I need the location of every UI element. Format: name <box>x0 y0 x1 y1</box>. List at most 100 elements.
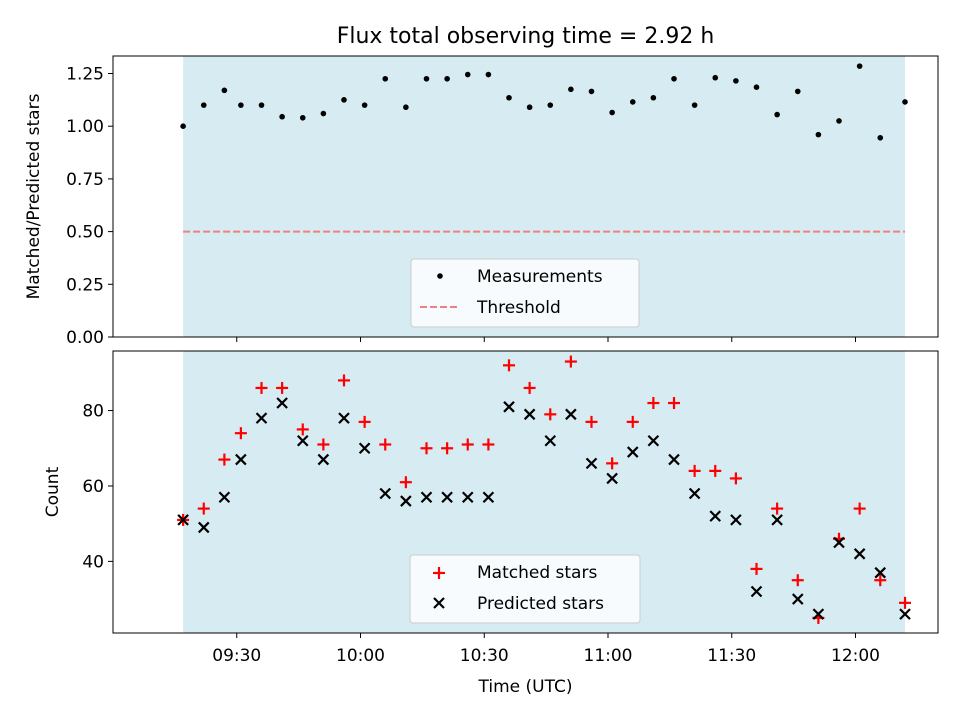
matched-star-point <box>523 381 536 394</box>
measurement-point <box>774 111 780 118</box>
predicted-star-point <box>358 442 371 455</box>
legend-marker-measurements <box>437 273 443 279</box>
predicted-star-point <box>565 408 577 421</box>
measurement-point <box>609 109 615 116</box>
measurement-point <box>691 102 698 108</box>
matched-star-point <box>899 596 912 609</box>
top-ytick-label: 1.00 <box>66 117 104 137</box>
measurement-point <box>279 113 285 120</box>
measurement-point <box>836 118 842 124</box>
measurement-point <box>733 78 739 84</box>
matched-star-point <box>399 476 412 489</box>
bottom-ytick-label: 80 <box>82 402 104 422</box>
predicted-star-point <box>482 491 495 504</box>
matched-star-point <box>461 438 474 451</box>
top-ytick-label: 0.50 <box>66 223 104 243</box>
measurement-point <box>794 88 801 95</box>
bottom-y-ticks: 40 60 80 <box>82 402 113 572</box>
matched-star-point <box>606 457 619 470</box>
matched-star-point <box>503 359 516 372</box>
bottom-xtick-label: 11:00 <box>584 646 633 666</box>
predicted-star-point <box>833 536 845 549</box>
predicted-star-point <box>750 585 763 598</box>
top-y-axis-label: Matched/Predicted stars <box>24 93 44 299</box>
predicted-star-point <box>899 608 911 620</box>
legend-label-predicted: Predicted stars <box>477 594 604 614</box>
measurement-point <box>464 71 471 78</box>
predicted-star-point <box>647 434 660 447</box>
legend-marker-matched <box>433 567 445 579</box>
top-y-ticks: 0.00 0.25 0.50 0.75 1.00 1.25 <box>66 64 113 348</box>
measurement-point <box>526 104 533 111</box>
bottom-panel: 40 60 80 09:30 10:00 10:30 11:00 11:30 12:00 Ti… <box>43 350 939 697</box>
measurement-point <box>753 84 760 90</box>
matched-star-point <box>626 415 639 428</box>
matched-star-point <box>218 453 231 466</box>
measurement-point <box>382 75 389 82</box>
top-x-ticks <box>236 337 857 342</box>
bottom-legend-box <box>409 554 641 624</box>
measurement-point <box>238 102 244 108</box>
predicted-star-point <box>730 514 742 526</box>
matched-star-point <box>296 423 309 436</box>
measurement-point <box>856 63 863 69</box>
measurement-point <box>650 94 657 101</box>
measurement-point <box>712 74 719 81</box>
matched-star-point <box>358 415 371 428</box>
bottom-xtick-label: 09:30 <box>212 646 261 666</box>
matched-star-point <box>853 502 866 515</box>
measurement-point <box>444 75 450 82</box>
predicted-star-point <box>441 491 453 504</box>
measurement-point <box>629 99 636 105</box>
predicted-star-point <box>420 491 433 504</box>
predicted-star-point <box>218 491 231 504</box>
measurement-point <box>877 134 884 141</box>
matched-star-point <box>564 355 577 368</box>
predicted-star-point <box>606 472 618 485</box>
legend-label-measurements: Measurements <box>477 267 603 287</box>
measurement-point <box>547 102 554 108</box>
legend-label-threshold: Threshold <box>476 298 561 318</box>
legend-marker-predicted <box>433 597 445 609</box>
measurement-point <box>423 75 430 82</box>
matched-star-point <box>197 502 210 515</box>
matched-star-point <box>688 464 701 477</box>
predicted-star-point <box>544 434 557 447</box>
matched-star-point <box>874 574 887 587</box>
top-axes-frame <box>112 55 939 338</box>
measurement-point <box>815 131 822 138</box>
measurement-point <box>320 110 327 117</box>
top-ytick-label: 0.25 <box>66 275 104 295</box>
measurement-point <box>485 71 492 78</box>
matched-star-point <box>729 472 742 485</box>
measurement-point <box>902 99 908 105</box>
measurement-point <box>221 87 228 94</box>
measurement-point <box>506 94 512 101</box>
predicted-star-point <box>177 514 189 526</box>
predicted-star-point <box>400 495 412 507</box>
predicted-star-point <box>296 434 309 447</box>
matched-star-point <box>420 442 433 455</box>
matched-star-point <box>791 574 804 587</box>
measurement-point <box>361 102 368 108</box>
top-panel: 0.00 0.25 0.50 0.75 1.00 1.25 Flux total obse… <box>24 24 939 348</box>
measurement-point <box>588 88 595 95</box>
top-legend: Measurements Threshold <box>410 258 640 328</box>
matched-star-point <box>668 397 681 410</box>
bottom-axes-frame <box>112 350 939 634</box>
matched-star-point <box>544 408 557 421</box>
bottom-y-axis-label: Count <box>43 466 63 517</box>
top-legend-box <box>410 258 640 328</box>
predicted-star-point <box>853 548 866 560</box>
predicted-star-point <box>338 412 350 424</box>
top-ytick-label: 1.25 <box>66 64 104 84</box>
predicted-star-point <box>255 412 268 424</box>
matched-star-point <box>276 381 289 394</box>
measurement-point <box>403 104 409 111</box>
predicted-star-point <box>317 453 330 466</box>
predicted-star-point <box>626 446 639 458</box>
predicted-star-point <box>688 487 701 500</box>
bottom-ytick-label: 40 <box>82 552 104 572</box>
bottom-xtick-label: 10:30 <box>460 646 509 666</box>
